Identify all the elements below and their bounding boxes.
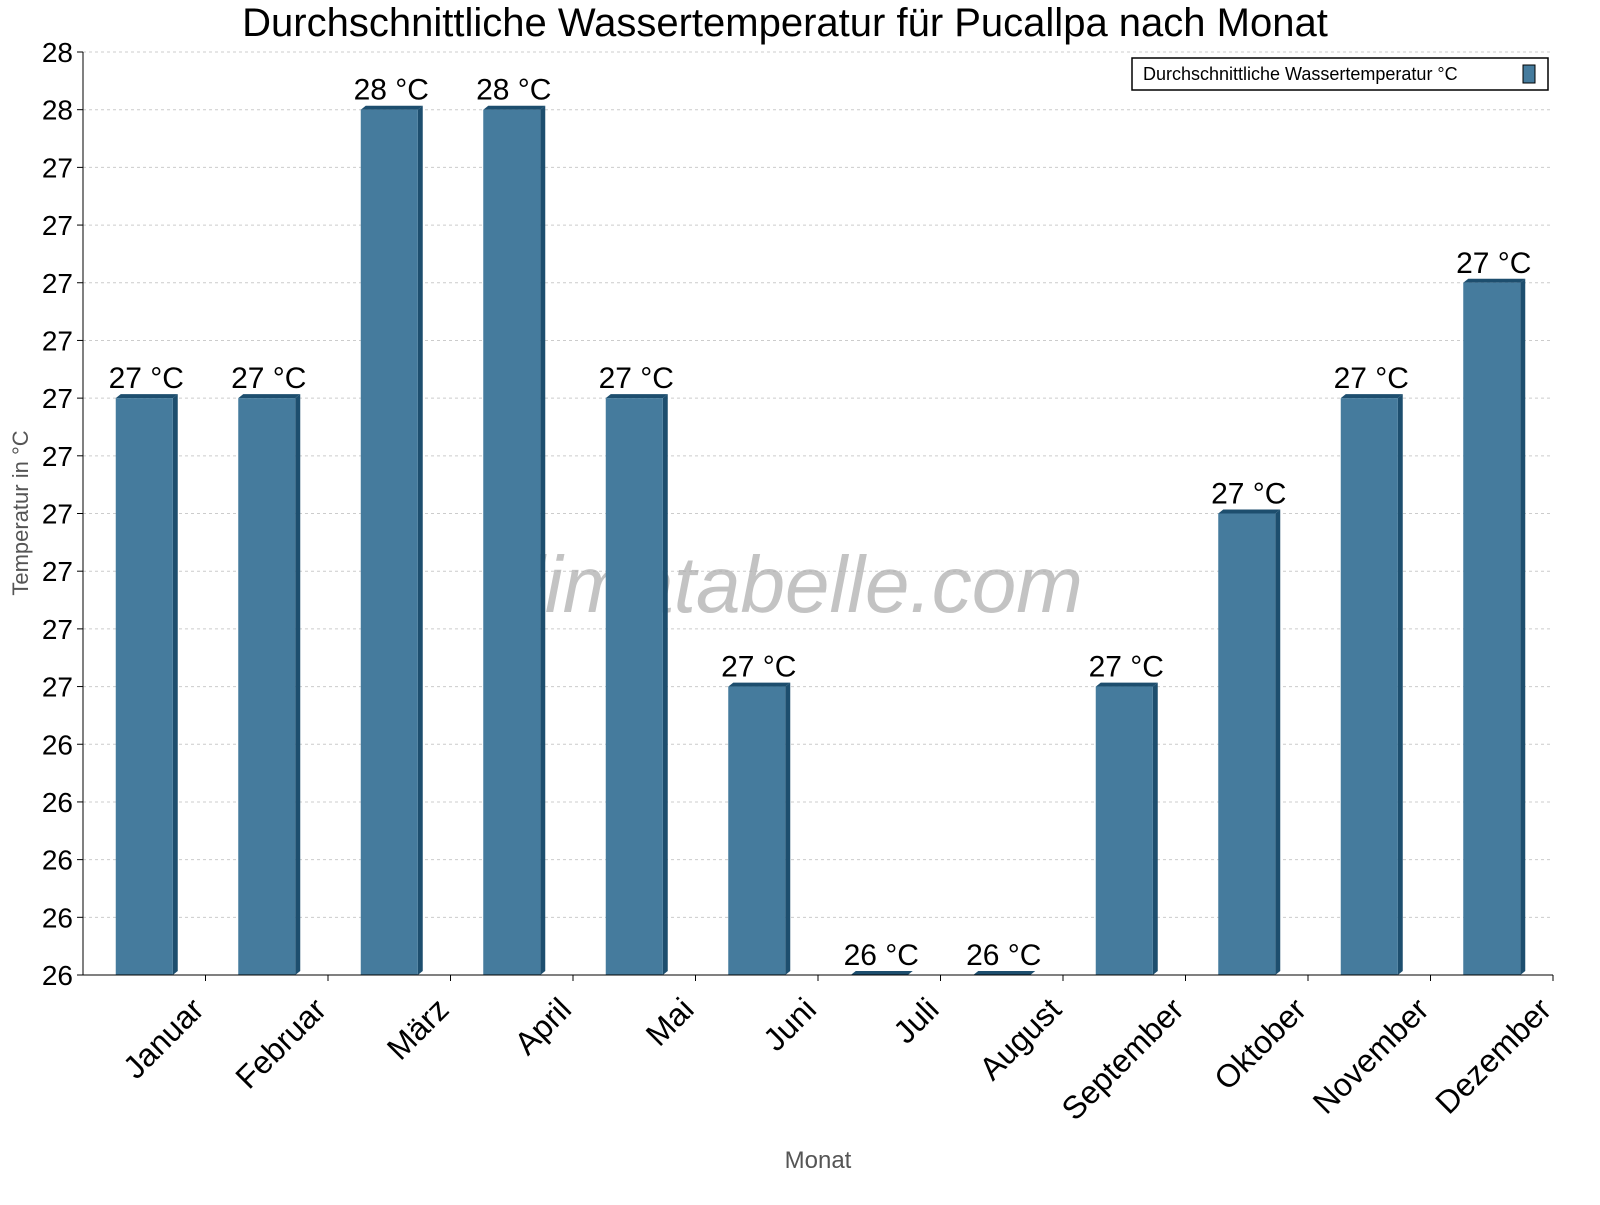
bar bbox=[1095, 686, 1153, 975]
bar-top bbox=[360, 105, 423, 110]
bar-top bbox=[483, 105, 546, 110]
bar-side bbox=[172, 394, 178, 975]
y-tick-label: 27 bbox=[42, 325, 73, 356]
bar-februar: 27 °C bbox=[231, 362, 306, 975]
x-tick-label: Dezember bbox=[1428, 991, 1558, 1121]
y-tick-label: 27 bbox=[42, 614, 73, 645]
y-tick-label: 26 bbox=[42, 902, 73, 933]
bar-top bbox=[973, 971, 1036, 975]
bar-top bbox=[1218, 509, 1281, 514]
bar bbox=[1340, 398, 1398, 975]
bar bbox=[1463, 282, 1521, 975]
data-label: 26 °C bbox=[844, 939, 919, 972]
y-tick-label: 26 bbox=[42, 787, 73, 818]
bar-top bbox=[1463, 278, 1526, 283]
x-tick-label: März bbox=[380, 991, 456, 1067]
bar-side bbox=[1520, 278, 1526, 975]
bar-juni: 27 °C bbox=[721, 651, 796, 975]
bar-side bbox=[1152, 682, 1158, 975]
legend: Durchschnittliche Wassertemperatur °C bbox=[1131, 57, 1549, 91]
data-label: 27 °C bbox=[231, 362, 306, 395]
x-tick-label: November bbox=[1306, 991, 1436, 1121]
chart-title: Durchschnittliche Wassertemperatur für P… bbox=[242, 1, 1328, 45]
bar-side bbox=[417, 105, 423, 975]
y-tick-label: 27 bbox=[42, 556, 73, 587]
y-tick-label: 27 bbox=[42, 672, 73, 703]
bar-juli: 26 °C bbox=[844, 939, 919, 975]
y-tick-label: 26 bbox=[42, 729, 73, 760]
bar-oktober: 27 °C bbox=[1211, 478, 1286, 975]
y-tick-label: 27 bbox=[42, 210, 73, 241]
data-label: 27 °C bbox=[599, 362, 674, 395]
y-tick-label: 28 bbox=[42, 95, 73, 126]
bar-side bbox=[785, 682, 791, 975]
y-tick-label: 27 bbox=[42, 268, 73, 299]
legend-swatch bbox=[1522, 64, 1536, 84]
grid bbox=[83, 51, 1553, 976]
x-axis-label: Monat bbox=[785, 1147, 852, 1174]
legend-label: Durchschnittliche Wassertemperatur °C bbox=[1143, 64, 1458, 84]
x-tick-label: Februar bbox=[228, 991, 333, 1096]
x-tick-label: August bbox=[972, 991, 1068, 1087]
bar-dezember: 27 °C bbox=[1456, 247, 1531, 975]
x-tick-label: April bbox=[507, 991, 578, 1062]
bar bbox=[605, 398, 663, 975]
bar-top bbox=[728, 682, 791, 687]
watermark: klimatabelle.com bbox=[487, 540, 1083, 629]
y-tick-label: 27 bbox=[42, 441, 73, 472]
legend-box bbox=[1131, 57, 1549, 91]
y-tick-label: 26 bbox=[42, 845, 73, 876]
bar-top bbox=[1095, 682, 1158, 687]
data-label: 27 °C bbox=[1089, 651, 1164, 684]
bar-top bbox=[850, 971, 913, 975]
data-label: 27 °C bbox=[109, 362, 184, 395]
bar bbox=[728, 686, 786, 975]
bar-mai: 27 °C bbox=[599, 362, 674, 975]
bar-top bbox=[238, 394, 301, 399]
bar bbox=[1218, 513, 1276, 975]
y-tick-label: 26 bbox=[42, 960, 73, 991]
x-tick-label: Januar bbox=[116, 991, 211, 1086]
bar-märz: 28 °C bbox=[354, 74, 429, 975]
x-tick-label: Juli bbox=[886, 991, 945, 1050]
bar bbox=[483, 109, 541, 975]
bars: 27 °C 27 °C 28 °C 28 °C 27 °C 27 °C 26 °C 26 °C… bbox=[109, 74, 1531, 975]
bar bbox=[115, 398, 173, 975]
data-label: 27 °C bbox=[721, 651, 796, 684]
bar-top bbox=[1340, 394, 1403, 399]
x-tick-label: September bbox=[1054, 991, 1190, 1127]
bar-november: 27 °C bbox=[1334, 362, 1409, 975]
bar-side bbox=[1275, 509, 1281, 975]
bar-april: 28 °C bbox=[476, 74, 551, 975]
y-tick-label: 27 bbox=[42, 152, 73, 183]
data-label: 28 °C bbox=[476, 74, 551, 107]
x-tick-label: Juni bbox=[756, 991, 823, 1058]
x-tick-label: Mai bbox=[639, 991, 701, 1053]
y-tick-label: 27 bbox=[42, 499, 73, 530]
bar-top bbox=[115, 394, 178, 399]
bar-august: 26 °C bbox=[966, 939, 1041, 975]
data-label: 27 °C bbox=[1334, 362, 1409, 395]
bar-top bbox=[605, 394, 668, 399]
y-tick-label: 28 bbox=[42, 37, 73, 68]
bar-side bbox=[1397, 394, 1403, 975]
bar-side bbox=[540, 105, 546, 975]
bar-side bbox=[662, 394, 668, 975]
bar-side bbox=[295, 394, 301, 975]
bar-september: 27 °C bbox=[1089, 651, 1164, 975]
data-label: 28 °C bbox=[354, 74, 429, 107]
x-tick-label: Oktober bbox=[1207, 991, 1313, 1097]
bar bbox=[238, 398, 296, 975]
y-tick-label: 27 bbox=[42, 383, 73, 414]
y-axis-label: Temperatur in °C bbox=[8, 430, 33, 595]
data-label: 27 °C bbox=[1456, 247, 1531, 280]
data-label: 27 °C bbox=[1211, 478, 1286, 511]
bar bbox=[360, 109, 418, 975]
bar-januar: 27 °C bbox=[109, 362, 184, 975]
data-label: 26 °C bbox=[966, 939, 1041, 972]
